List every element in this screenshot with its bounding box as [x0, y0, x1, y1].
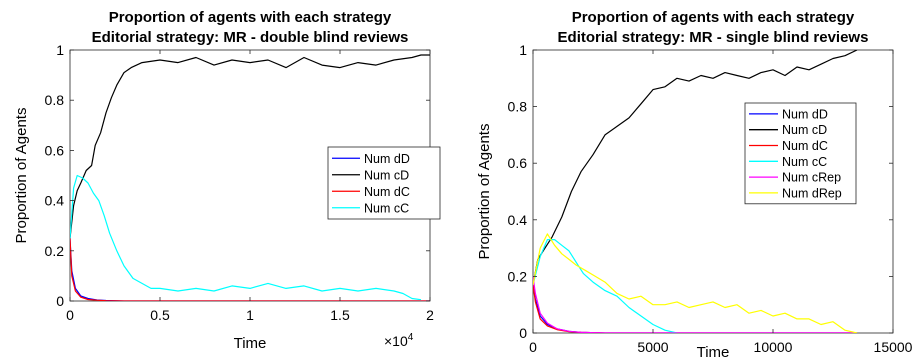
- x-axis-label: Time: [234, 335, 267, 352]
- legend-entry: Num dRep: [782, 186, 842, 200]
- x-tick-label: 0: [66, 307, 74, 323]
- legend-entry: Num cD: [364, 168, 409, 182]
- chart-subtitle: Editorial strategy: MR - single blind re…: [558, 29, 869, 46]
- legend-entry: Num cC: [364, 201, 409, 215]
- x-tick-label: 2: [426, 307, 434, 323]
- y-tick-label: 1: [519, 42, 527, 58]
- y-tick-label: 1: [56, 42, 64, 58]
- x-exponent-label: ×104: [384, 332, 414, 349]
- legend-box: [744, 102, 857, 205]
- x-tick-label: 10000: [754, 339, 793, 355]
- y-tick-label: 0.8: [508, 99, 528, 115]
- legend-box: [327, 146, 441, 220]
- x-exponent-power: 4: [408, 332, 414, 343]
- series-line-num-dc: [70, 238, 430, 301]
- series-group: [533, 50, 858, 333]
- x-tick-label: 1: [246, 307, 254, 323]
- legend-entry: Num cC: [782, 155, 827, 169]
- legend-entry: Num dD: [364, 152, 410, 166]
- series-line-num-cd: [70, 54, 430, 239]
- series-line-num-crep: [533, 276, 857, 333]
- y-axis-label: Proportion of Agents: [13, 108, 30, 244]
- x-tick-label: 5000: [637, 339, 668, 355]
- chart-panel-2: Proportion of agents with each strategy E…: [476, 9, 913, 360]
- legend-entry: Num dD: [782, 107, 828, 121]
- x-tick-label: 0.5: [150, 307, 170, 323]
- series-line-num-cd: [533, 50, 858, 286]
- x-tick-label: 0: [529, 339, 537, 355]
- y-tick-label: 0.6: [45, 142, 65, 158]
- series-group: [70, 54, 430, 301]
- x-exponent-base: ×10: [384, 333, 408, 349]
- x-tick-label: 15000: [874, 339, 913, 355]
- y-tick-label: 0: [56, 293, 64, 309]
- legend: Num dD Num cD Num dC Num cC: [327, 146, 441, 220]
- x-tick-label: 1.5: [330, 307, 350, 323]
- legend-entry: Num cRep: [782, 171, 841, 185]
- series-line-num-drep: [533, 233, 858, 333]
- y-tick-label: 0.4: [45, 193, 65, 209]
- y-tick-label: 0.2: [45, 243, 65, 259]
- y-tick-label: 0.6: [508, 155, 528, 171]
- y-tick-label: 0.8: [45, 92, 65, 108]
- y-tick-label: 0.2: [508, 268, 528, 284]
- legend-entry: Num dC: [782, 139, 828, 153]
- series-line-num-cc: [70, 174, 422, 301]
- y-tick-label: 0.4: [508, 212, 528, 228]
- y-axis-label: Proportion of Agents: [476, 124, 493, 260]
- x-axis-label: Time: [697, 344, 730, 360]
- chart-subtitle: Editorial strategy: MR - double blind re…: [92, 29, 409, 46]
- y-tick-label: 0: [519, 325, 527, 341]
- chart-panel-1: Proportion of agents with each strategy E…: [13, 9, 441, 352]
- legend-entry: Num cD: [782, 123, 827, 137]
- chart-title: Proportion of agents with each strategy: [572, 9, 855, 26]
- chart-title: Proportion of agents with each strategy: [109, 9, 392, 26]
- legend-entry: Num dC: [364, 185, 410, 199]
